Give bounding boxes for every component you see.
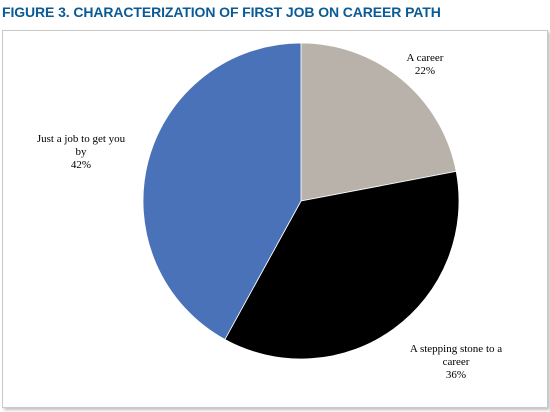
pie-slice-just-a-job-to-get-you-by <box>142 42 302 340</box>
pie-slices <box>142 42 460 360</box>
figure-title: FIGURE 3. CHARACTERIZATION OF FIRST JOB … <box>2 4 441 20</box>
slice-label-a-career: A career 22% <box>407 52 444 77</box>
slice-labels: A career 22% A stepping stone to a career 36… <box>37 52 502 381</box>
slice-label-a-stepping-stone-to-a-career: A stepping stone to a career 36% <box>410 343 502 381</box>
pie-slice-a-career <box>300 42 457 202</box>
pie-chart: A career 22% A stepping stone to a career 36… <box>37 42 502 381</box>
chart-frame: A career 22% A stepping stone to a career 36… <box>2 30 548 408</box>
pie-slice-a-stepping-stone-to-a-career <box>224 170 460 360</box>
slice-label-just-a-job-to-get-you-by: Just a job to get you by 42% <box>37 133 126 171</box>
